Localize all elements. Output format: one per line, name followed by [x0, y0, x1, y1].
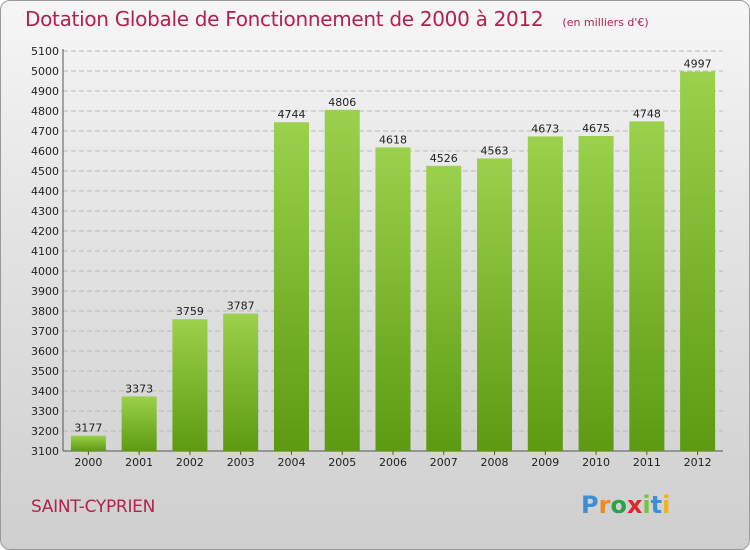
bar	[629, 121, 665, 452]
data-label: 3787	[227, 300, 255, 313]
x-tick-label: 2004	[277, 456, 305, 469]
bar	[680, 71, 716, 451]
y-tick-label: 3900	[31, 285, 59, 298]
bar	[223, 313, 259, 451]
data-label: 4806	[328, 96, 356, 109]
y-tick-label: 3700	[31, 325, 59, 338]
unit-note: (en milliers d'€)	[562, 16, 649, 29]
x-tick-label: 2008	[481, 456, 509, 469]
logo-letter: i	[642, 491, 651, 519]
data-label: 4526	[430, 152, 458, 165]
logo-letter: r	[598, 491, 611, 519]
y-tick-label: 4700	[31, 125, 59, 138]
y-tick-label: 4500	[31, 165, 59, 178]
bar	[527, 136, 563, 451]
logo-letter: o	[610, 491, 627, 519]
proxiti-logo: Proxiti	[581, 491, 670, 519]
y-tick-label: 5100	[31, 45, 59, 58]
y-tick-label: 5000	[31, 65, 59, 78]
x-tick-label: 2001	[125, 456, 153, 469]
data-label: 4748	[633, 107, 661, 120]
logo-letter: i	[662, 491, 671, 519]
y-tick-label: 4800	[31, 105, 59, 118]
x-tick-label: 2006	[379, 456, 407, 469]
bar	[324, 109, 360, 452]
y-tick-label: 4200	[31, 225, 59, 238]
logo-letter: P	[581, 491, 599, 519]
x-tick-label: 2009	[531, 456, 559, 469]
x-tick-labels: 2000 2001 2002 2003 2004 2005 2006 2007 2008 2009…	[74, 456, 711, 469]
y-tick-label: 3200	[31, 425, 59, 438]
y-tick-label: 3600	[31, 345, 59, 358]
data-label: 4563	[481, 144, 509, 157]
y-tick-label: 4400	[31, 185, 59, 198]
x-tick-label: 2011	[633, 456, 661, 469]
x-tick-label: 2002	[176, 456, 204, 469]
x-tick-label: 2003	[227, 456, 255, 469]
x-tick-label: 2007	[430, 456, 458, 469]
data-labels: 3177 3373 3759 3787 4744 4806 4618 4526 4563 4673…	[74, 58, 711, 435]
x-tick-label: 2012	[684, 456, 712, 469]
logo-letter: t	[650, 491, 663, 519]
y-tick-label: 4600	[31, 145, 59, 158]
data-label: 3177	[74, 422, 102, 435]
x-tick-label: 2000	[74, 456, 102, 469]
y-tick-label: 3400	[31, 385, 59, 398]
bar	[426, 165, 462, 452]
data-label: 4675	[582, 122, 610, 135]
bar	[172, 319, 208, 451]
y-tick-label: 3300	[31, 405, 59, 418]
y-tick-labels: 3100 3200 3300 3400 3500 3600 3700 3800 3900 4000…	[31, 45, 59, 458]
y-tick-label: 4100	[31, 245, 59, 258]
y-tick-label: 3800	[31, 305, 59, 318]
data-label: 4618	[379, 133, 407, 146]
bar	[578, 136, 614, 451]
commune-name: SAINT-CYPRIEN	[31, 497, 156, 517]
data-label: 3759	[176, 305, 204, 318]
y-tick-label: 3500	[31, 365, 59, 378]
y-tick-label: 3100	[31, 445, 59, 458]
data-label: 4997	[684, 58, 712, 71]
bars	[70, 71, 716, 452]
bar	[375, 147, 411, 451]
bar	[477, 158, 513, 451]
bar	[121, 396, 157, 451]
data-label: 4673	[531, 122, 559, 135]
x-tick-label: 2010	[582, 456, 610, 469]
title-row: Dotation Globale de Fonctionnement de 20…	[25, 7, 649, 31]
bar	[273, 122, 309, 451]
chart-title: Dotation Globale de Fonctionnement de 20…	[25, 7, 544, 31]
data-label: 4744	[277, 108, 305, 121]
x-tick-label: 2005	[328, 456, 356, 469]
data-label: 3373	[125, 382, 153, 395]
logo-letter: x	[626, 491, 643, 519]
y-tick-label: 4300	[31, 205, 59, 218]
bar	[70, 435, 106, 451]
y-tick-label: 4000	[31, 265, 59, 278]
y-tick-label: 4900	[31, 85, 59, 98]
